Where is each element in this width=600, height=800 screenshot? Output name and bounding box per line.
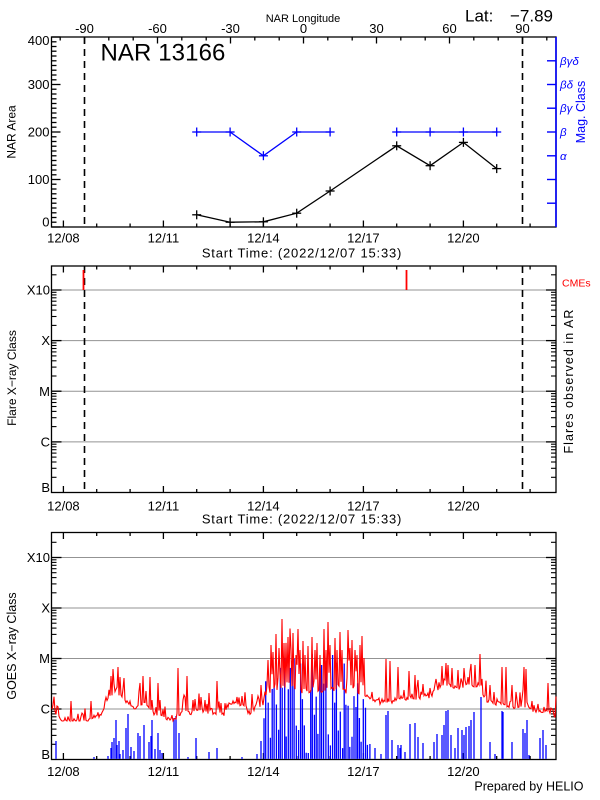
svg-text:100: 100 <box>28 172 50 187</box>
svg-text:-60: -60 <box>148 21 167 36</box>
svg-text:NAR Area: NAR Area <box>5 105 19 159</box>
svg-text:12/17: 12/17 <box>347 764 380 779</box>
svg-text:30: 30 <box>369 21 383 36</box>
svg-text:Prepared by HELIO: Prepared by HELIO <box>474 780 583 794</box>
svg-text:X10: X10 <box>27 283 50 298</box>
svg-text:Flare X−ray Class: Flare X−ray Class <box>5 330 19 426</box>
svg-text:200: 200 <box>28 125 50 140</box>
svg-text:−7.89: −7.89 <box>510 7 553 26</box>
svg-text:12/08: 12/08 <box>47 764 80 779</box>
svg-text:12/17: 12/17 <box>347 230 380 245</box>
svg-text:60: 60 <box>442 21 456 36</box>
svg-text:B: B <box>41 480 50 495</box>
svg-text:Flares observed in AR: Flares observed in AR <box>562 308 576 453</box>
svg-text:X: X <box>41 333 50 348</box>
svg-text:C: C <box>41 702 50 717</box>
svg-text:α: α <box>560 151 567 163</box>
svg-text:C: C <box>41 434 50 449</box>
svg-text:12/17: 12/17 <box>347 499 380 514</box>
svg-text:NAR Longitude: NAR Longitude <box>266 13 341 25</box>
svg-text:-90: -90 <box>75 21 94 36</box>
svg-text:βδ: βδ <box>559 80 574 92</box>
svg-text:12/14: 12/14 <box>247 230 280 245</box>
svg-text:-30: -30 <box>221 21 240 36</box>
svg-text:12/11: 12/11 <box>148 499 180 514</box>
svg-text:X10: X10 <box>27 550 50 565</box>
svg-text:0: 0 <box>42 215 49 230</box>
svg-text:M: M <box>39 651 50 666</box>
svg-text:400: 400 <box>28 33 50 48</box>
svg-text:300: 300 <box>28 77 50 92</box>
svg-text:12/14: 12/14 <box>247 499 280 514</box>
svg-text:12/20: 12/20 <box>447 230 480 245</box>
svg-text:12/08: 12/08 <box>47 499 80 514</box>
svg-text:β: β <box>559 127 567 139</box>
svg-text:Start Time: (2022/12/07 15:33): Start Time: (2022/12/07 15:33) <box>202 512 402 527</box>
svg-text:X: X <box>41 601 50 616</box>
svg-text:90: 90 <box>515 21 529 36</box>
svg-text:12/11: 12/11 <box>148 230 180 245</box>
svg-text:12/14: 12/14 <box>247 764 280 779</box>
svg-text:Mag. Class: Mag. Class <box>574 81 588 144</box>
svg-text:GOES X−ray Class: GOES X−ray Class <box>5 592 19 699</box>
svg-text:NAR 13166: NAR 13166 <box>101 40 226 67</box>
svg-text:12/20: 12/20 <box>447 499 480 514</box>
svg-text:12/08: 12/08 <box>47 230 80 245</box>
svg-text:βγδ: βγδ <box>559 56 579 68</box>
svg-text:B: B <box>41 747 50 762</box>
svg-text:βγ: βγ <box>559 103 574 115</box>
svg-text:CMEs: CMEs <box>562 278 591 290</box>
svg-text:Start Time: (2022/12/07 15:33): Start Time: (2022/12/07 15:33) <box>202 246 402 261</box>
svg-text:12/11: 12/11 <box>148 764 180 779</box>
svg-text:Lat:: Lat: <box>465 7 493 26</box>
svg-text:12/20: 12/20 <box>447 764 480 779</box>
svg-text:M: M <box>39 384 50 399</box>
svg-text:0: 0 <box>300 21 307 36</box>
